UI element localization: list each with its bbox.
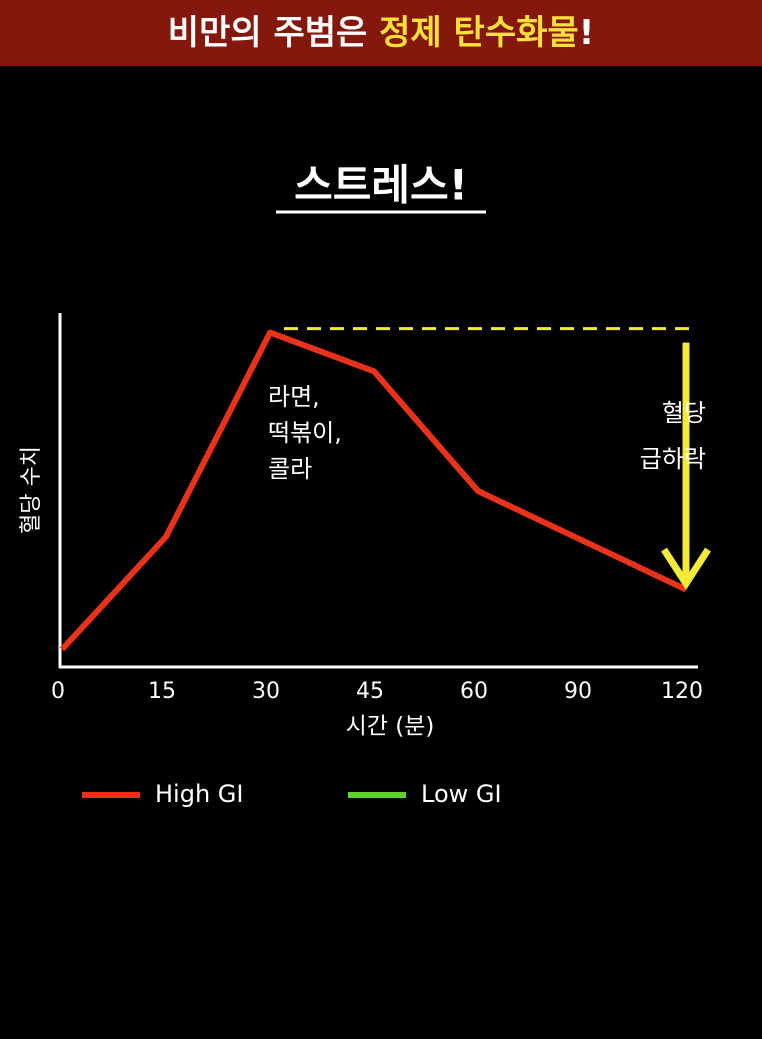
banner [0,0,762,66]
annotation: 급하락 [640,445,706,473]
x-axis-label: 시간 (분) [346,714,435,740]
x-tick-label: 15 [148,679,176,704]
y-axis-label: 혈당 수치 [19,446,44,534]
x-tick-label: 30 [252,679,280,704]
annotation: 떡볶이, [268,419,342,447]
banner-part: 비만의 주범은 [168,13,379,53]
annotation: 혈당 [662,399,706,427]
banner-text: 비만의 주범은 정제 탄수화물! [168,13,594,53]
x-tick-label: 60 [460,679,488,704]
legend-label: High GI [155,780,243,808]
legend-label: Low GI [421,780,502,808]
banner-part: ! [579,13,595,53]
drop-arrow-head [661,547,711,591]
x-tick-label: 120 [661,679,703,704]
annotation: 라면, [268,383,320,411]
x-tick-label: 90 [564,679,592,704]
annotation: 콜라 [268,455,312,483]
line [59,329,688,652]
x-tick-label: 0 [51,679,65,704]
chart-title: 스트레스! [294,161,468,210]
banner-highlight: 정제 탄수화물 [379,13,579,53]
x-tick-label: 45 [356,679,384,704]
